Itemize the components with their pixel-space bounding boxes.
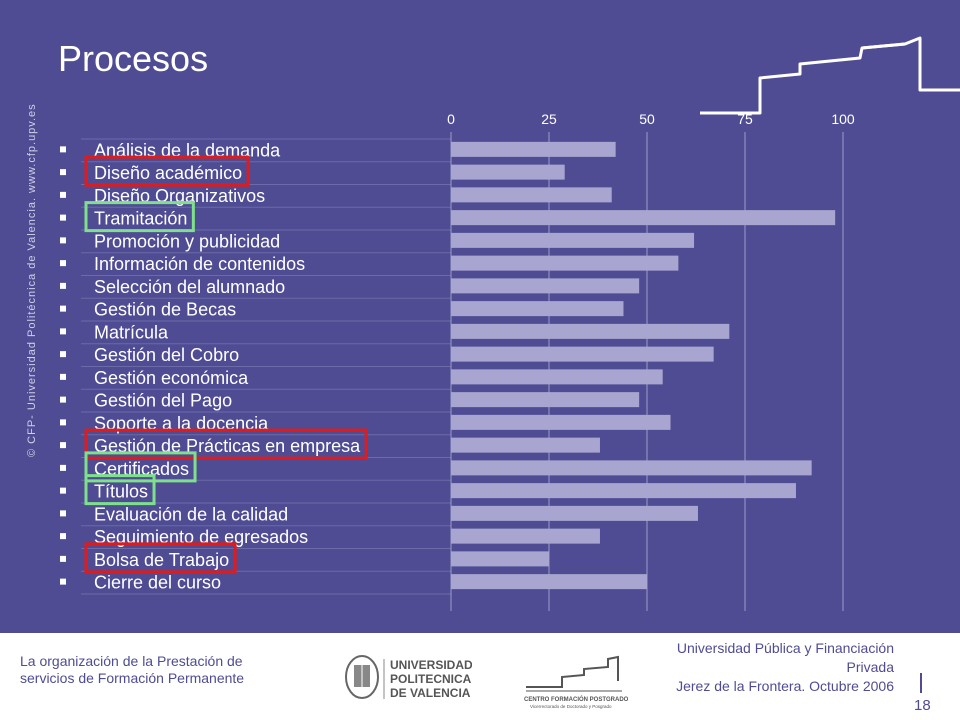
upv-logo-line: POLITECNICA xyxy=(390,672,472,686)
slide-title: Procesos xyxy=(58,38,209,79)
x-tick-label: 50 xyxy=(639,111,655,127)
footer-left-line: La organización de la Prestación de xyxy=(20,653,243,669)
bar xyxy=(451,392,640,408)
highlight-box xyxy=(84,201,195,233)
category-label: Matrícula xyxy=(94,322,169,342)
category-label: Certificados xyxy=(94,459,189,479)
cfp-logo-line: CENTRO FORMACIÓN POSTGRADO xyxy=(524,695,629,703)
category-label: Bolsa de Trabajo xyxy=(94,550,229,570)
category-label: Seguimiento de egresados xyxy=(94,527,308,547)
bar xyxy=(451,187,612,203)
page-number-divider xyxy=(920,673,922,693)
bullet-icon xyxy=(60,464,66,471)
bar xyxy=(451,255,679,271)
bar xyxy=(451,164,565,180)
highlight-box xyxy=(84,428,368,460)
category-label: Diseño Organizativos xyxy=(94,186,265,206)
x-tick-label: 75 xyxy=(737,111,753,127)
bar xyxy=(451,346,714,362)
page-number: 18 xyxy=(914,697,931,714)
footer-left-caption: La organización de la Prestación de serv… xyxy=(20,653,300,687)
footer-left-line: servicios de Formación Permanente xyxy=(20,670,245,686)
bullet-icon xyxy=(60,442,66,449)
category-label: Gestión del Cobro xyxy=(94,345,239,365)
bar xyxy=(451,141,616,157)
bar xyxy=(451,369,663,385)
upv-logo: UNIVERSIDAD POLITECNICA DE VALENCIA xyxy=(345,655,472,700)
cfp-logo-line: Vicerrectorado de Doctorado y Posgrado xyxy=(530,704,612,709)
bullet-icon xyxy=(60,305,66,312)
category-label: Gestión del Pago xyxy=(94,391,232,411)
bar xyxy=(451,414,671,430)
category-label: Títulos xyxy=(94,482,148,502)
bar xyxy=(451,483,796,499)
bullet-icon xyxy=(60,510,66,517)
bullet-icon xyxy=(60,487,66,494)
bullet-icon xyxy=(60,351,66,358)
bullet-icon xyxy=(60,328,66,335)
upv-seal-icon xyxy=(345,655,379,699)
category-label: Selección del alumnado xyxy=(94,277,285,297)
bullet-icon xyxy=(60,555,66,562)
bullet-icon xyxy=(60,396,66,403)
bullet-icon xyxy=(60,237,66,244)
category-label: Tramitación xyxy=(94,209,187,229)
category-label: Información de contenidos xyxy=(94,254,305,274)
highlight-box xyxy=(84,542,237,574)
category-label: Soporte a la docencia xyxy=(94,413,269,433)
upv-logo-line: DE VALENCIA xyxy=(390,686,471,700)
bar xyxy=(451,232,695,248)
bar xyxy=(451,210,836,226)
bar xyxy=(451,551,549,567)
cfp-logo: CENTRO FORMACIÓN POSTGRADO Vicerrectorad… xyxy=(524,655,629,709)
bar xyxy=(451,301,624,317)
bar xyxy=(451,437,600,453)
category-label: Gestión de Prácticas en empresa xyxy=(94,436,361,456)
category-label: Diseño académico xyxy=(94,163,242,183)
highlight-box xyxy=(84,451,197,483)
category-label: Gestión económica xyxy=(94,368,249,388)
bullet-icon xyxy=(60,578,66,585)
category-label: Evaluación de la calidad xyxy=(94,504,288,524)
x-tick-label: 25 xyxy=(541,111,557,127)
bullet-icon xyxy=(60,373,66,380)
category-label: Gestión de Becas xyxy=(94,300,236,320)
category-label: Promoción y publicidad xyxy=(94,231,280,251)
bullet-icon xyxy=(60,260,66,267)
bullet-icon xyxy=(60,533,66,540)
footer-right-line: Jerez de la Frontera. Octubre 2006 xyxy=(676,678,894,694)
building-outline-decoration xyxy=(700,36,960,115)
x-tick-label: 100 xyxy=(831,111,855,127)
bar xyxy=(451,505,698,521)
footer-right-line: Privada xyxy=(846,659,894,675)
highlight-box xyxy=(84,155,250,187)
bullet-icon xyxy=(60,419,66,426)
footer-right-caption: Universidad Pública y Financiación Priva… xyxy=(600,639,894,696)
bar xyxy=(451,574,647,590)
bullet-icon xyxy=(60,214,66,221)
bar xyxy=(451,323,730,339)
upv-logo-line: UNIVERSIDAD xyxy=(390,658,472,672)
category-label: Análisis de la demanda xyxy=(94,140,281,160)
highlight-box xyxy=(84,474,156,506)
footer: La organización de la Prestación de serv… xyxy=(0,633,960,720)
process-bar-chart: 0 25 50 75 100 Análisis de la demanda Diseño a… xyxy=(60,111,855,611)
footer-right-line: Universidad Pública y Financiación xyxy=(676,640,894,656)
bullet-icon xyxy=(60,191,66,198)
bar xyxy=(451,528,600,544)
bar xyxy=(451,460,812,476)
x-tick-label: 0 xyxy=(447,111,455,127)
bullet-icon xyxy=(60,282,66,289)
bullet-icon xyxy=(60,146,66,153)
category-label: Cierre del curso xyxy=(94,573,221,593)
bar xyxy=(451,278,640,294)
bullet-icon xyxy=(60,169,66,176)
